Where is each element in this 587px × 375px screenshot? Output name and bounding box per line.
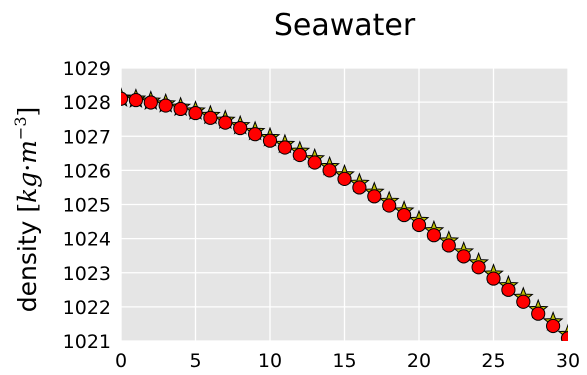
y-tick-label: 1026 (63, 160, 111, 182)
x-tick-label: 0 (115, 350, 127, 372)
circle-marker (471, 260, 486, 275)
series-layer (121, 87, 568, 341)
circle-marker (188, 105, 203, 121)
circle-marker (277, 140, 292, 155)
circle-marker (531, 306, 546, 321)
y-axis-label-open-bracket: [ (13, 203, 42, 213)
circle-marker (203, 110, 218, 125)
circle-marker (248, 127, 263, 142)
circle-marker (516, 294, 531, 309)
circle-marker (262, 133, 278, 148)
y-tick-label: 1023 (63, 263, 111, 285)
circle-marker (352, 180, 367, 195)
circle-marker (560, 331, 568, 341)
x-tick-labels: 0 5 10 15 20 25 30 (115, 350, 580, 372)
circle-marker (486, 271, 501, 286)
circle-marker (218, 115, 233, 130)
y-axis-label-close-bracket: ] (13, 107, 42, 117)
circle-marker (426, 228, 441, 243)
y-axis-label-unit-dot: · (13, 164, 42, 172)
circle-marker (322, 163, 337, 178)
y-axis-label-unit-m: m (13, 140, 42, 164)
x-tick-label: 15 (332, 350, 356, 372)
y-tick-label: 1025 (63, 195, 111, 217)
circle-marker (307, 155, 322, 170)
chart-title: Seawater (274, 8, 416, 43)
circle-marker (337, 171, 352, 187)
circle-marker (382, 198, 397, 213)
y-tick-label: 1024 (63, 229, 111, 251)
y-axis-label-unit-kg: kg (13, 172, 42, 203)
circle-marker (158, 98, 173, 113)
x-tick-label: 10 (258, 350, 282, 372)
circle-marker (292, 147, 307, 163)
y-tick-label: 1029 (63, 58, 111, 80)
y-tick-label: 1027 (63, 126, 111, 148)
circle-marker (397, 207, 412, 223)
x-tick-label: 30 (556, 350, 580, 372)
circle-marker (411, 217, 427, 233)
circle-marker (128, 92, 143, 108)
circle-marker (546, 318, 561, 334)
circle-marker (233, 120, 248, 136)
x-tick-label: 20 (407, 350, 431, 372)
circle-marker (143, 95, 158, 110)
circle-marker (456, 249, 471, 264)
y-tick-label: 1021 (63, 331, 111, 353)
y-axis-label-unit-exponent: −3 (11, 116, 30, 140)
circle-marker (501, 282, 516, 297)
x-tick-label: 25 (481, 350, 505, 372)
circle-marker (121, 91, 129, 106)
x-tick-label: 5 (189, 350, 201, 372)
y-axis-label-prefix: density (13, 213, 42, 313)
circle-marker (441, 238, 456, 253)
circle-marker (173, 101, 188, 117)
y-axis-label: density [kg·m−3] (11, 107, 42, 313)
circle-marker (367, 189, 382, 204)
y-tick-labels: 1021 1022 1023 1024 1025 1026 1027 1028 1029 (63, 58, 111, 353)
y-tick-label: 1022 (63, 297, 111, 319)
y-tick-label: 1028 (63, 92, 111, 114)
circle-series (121, 91, 568, 341)
